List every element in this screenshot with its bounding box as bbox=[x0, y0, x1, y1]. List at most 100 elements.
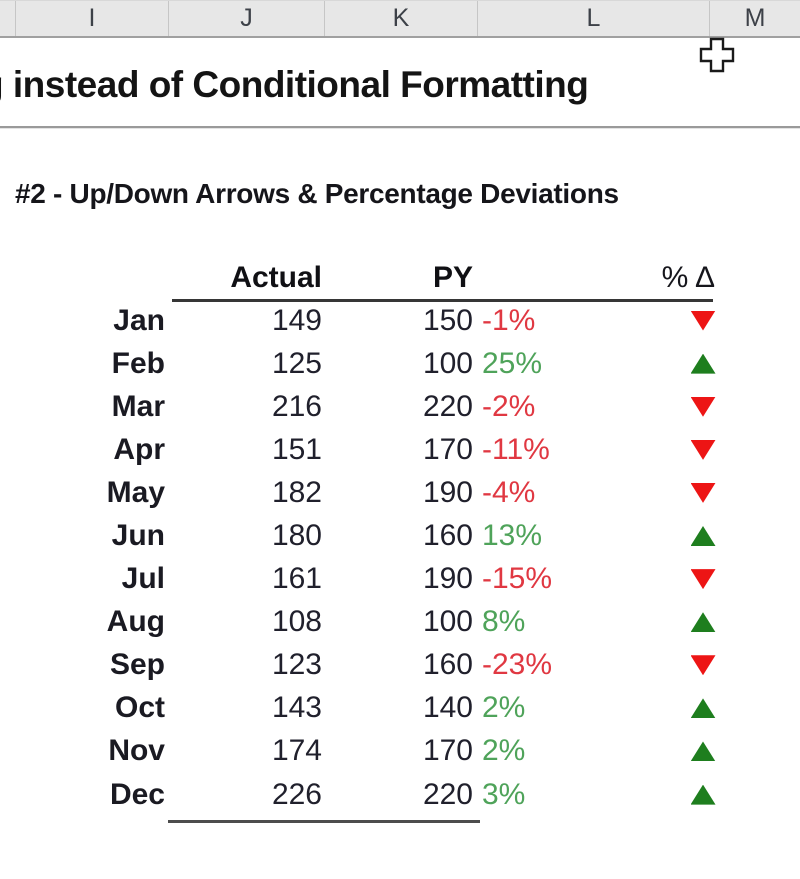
arrow-cell[interactable] bbox=[645, 698, 761, 719]
actual-cell[interactable]: 108 bbox=[271, 605, 322, 639]
up-arrow-icon bbox=[690, 526, 716, 547]
arrow-cell[interactable] bbox=[645, 741, 761, 762]
up-arrow-icon bbox=[690, 784, 716, 805]
arrow-cell[interactable] bbox=[645, 439, 761, 460]
py-cell[interactable]: 140 bbox=[422, 691, 473, 725]
py-cell[interactable]: 190 bbox=[422, 475, 473, 509]
actual-cell[interactable]: 151 bbox=[271, 432, 322, 466]
pct-cell[interactable]: 25% bbox=[482, 346, 543, 380]
up-arrow-icon bbox=[690, 741, 716, 762]
actual-cell[interactable]: 161 bbox=[271, 562, 322, 596]
actual-cell[interactable]: 174 bbox=[271, 734, 322, 768]
py-cell[interactable]: 170 bbox=[422, 432, 473, 466]
section-heading: #2 - Up/Down Arrows & Percentage Deviati… bbox=[15, 178, 619, 209]
py-cell[interactable]: 220 bbox=[422, 389, 473, 423]
table-bottom-border bbox=[168, 820, 480, 823]
column-header-J[interactable]: J bbox=[169, 1, 325, 36]
down-arrow-icon bbox=[690, 569, 716, 590]
table-row-jul: Jul 161 190 -15% bbox=[0, 558, 761, 601]
up-arrow-icon bbox=[690, 612, 716, 633]
up-arrow-icon bbox=[690, 698, 716, 719]
actual-cell[interactable]: 143 bbox=[271, 691, 322, 725]
arrow-cell[interactable] bbox=[645, 353, 761, 374]
table-row-jan: Jan 149 150 -1% bbox=[0, 299, 761, 342]
arrow-cell[interactable] bbox=[645, 655, 761, 676]
actual-cell[interactable]: 149 bbox=[271, 303, 322, 337]
down-arrow-icon bbox=[690, 482, 716, 503]
arrow-cell[interactable] bbox=[645, 569, 761, 590]
month-cell[interactable]: Dec bbox=[109, 777, 165, 811]
pct-cell[interactable]: 3% bbox=[482, 777, 526, 811]
table-row-apr: Apr 151 170 -11% bbox=[0, 428, 761, 471]
actual-cell[interactable]: 123 bbox=[271, 648, 322, 682]
column-header-M[interactable]: M bbox=[744, 4, 766, 32]
arrow-cell[interactable] bbox=[645, 784, 761, 805]
month-cell[interactable]: Jan bbox=[113, 303, 165, 337]
table-row-dec: Dec 226 220 3% bbox=[0, 773, 761, 816]
actual-cell[interactable]: 216 bbox=[271, 389, 322, 423]
column-header-band: I J K L M bbox=[0, 0, 800, 38]
down-arrow-icon bbox=[690, 439, 716, 460]
table-row-mar: Mar 216 220 -2% bbox=[0, 385, 761, 428]
title-divider bbox=[0, 126, 800, 129]
cell-cursor-icon bbox=[699, 37, 735, 73]
pct-cell[interactable]: 2% bbox=[482, 691, 526, 725]
py-cell[interactable]: 170 bbox=[422, 734, 473, 768]
pct-cell[interactable]: -11% bbox=[482, 432, 550, 466]
month-cell[interactable]: Jul bbox=[121, 562, 165, 596]
py-cell[interactable]: 220 bbox=[422, 777, 473, 811]
down-arrow-icon bbox=[690, 310, 716, 331]
month-cell[interactable]: Apr bbox=[113, 432, 165, 466]
down-arrow-icon bbox=[690, 655, 716, 676]
month-cell[interactable]: Jun bbox=[111, 519, 165, 553]
actual-cell[interactable]: 180 bbox=[271, 519, 322, 553]
table-row-may: May 182 190 -4% bbox=[0, 471, 761, 514]
py-cell[interactable]: 160 bbox=[422, 519, 473, 553]
arrow-cell[interactable] bbox=[645, 526, 761, 547]
month-cell[interactable]: Feb bbox=[111, 346, 165, 380]
header-actual[interactable]: Actual bbox=[230, 261, 322, 294]
pct-cell[interactable]: -2% bbox=[482, 389, 536, 423]
deviation-table: Actual PY % Δ Jan 149 150 -1% Feb 125 10… bbox=[0, 257, 761, 816]
column-header-L[interactable]: L bbox=[478, 1, 710, 36]
actual-cell[interactable]: 125 bbox=[271, 346, 322, 380]
month-cell[interactable]: Mar bbox=[111, 389, 165, 423]
actual-cell[interactable]: 226 bbox=[271, 777, 322, 811]
column-header-I[interactable]: I bbox=[16, 1, 169, 36]
pct-cell[interactable]: 8% bbox=[482, 605, 526, 639]
table-row-nov: Nov 174 170 2% bbox=[0, 730, 761, 773]
pct-cell[interactable]: -15% bbox=[482, 562, 553, 596]
column-header-partial[interactable] bbox=[0, 1, 16, 36]
arrow-cell[interactable] bbox=[645, 310, 761, 331]
pct-cell[interactable]: -4% bbox=[482, 475, 536, 509]
page-title: g instead of Conditional Formatting bbox=[0, 64, 589, 105]
pct-cell[interactable]: 13% bbox=[482, 519, 543, 553]
py-cell[interactable]: 190 bbox=[422, 562, 473, 596]
actual-cell[interactable]: 182 bbox=[271, 475, 322, 509]
column-header-K[interactable]: K bbox=[325, 1, 478, 36]
table-row-sep: Sep 123 160 -23% bbox=[0, 644, 761, 687]
table-row-feb: Feb 125 100 25% bbox=[0, 342, 761, 385]
arrow-cell[interactable] bbox=[645, 482, 761, 503]
table-row-jun: Jun 180 160 13% bbox=[0, 514, 761, 557]
py-cell[interactable]: 100 bbox=[422, 605, 473, 639]
pct-cell[interactable]: -23% bbox=[482, 648, 553, 682]
header-py[interactable]: PY bbox=[432, 261, 473, 294]
up-arrow-icon bbox=[690, 353, 716, 374]
month-cell[interactable]: Aug bbox=[106, 605, 165, 639]
month-cell[interactable]: Nov bbox=[108, 734, 165, 768]
month-cell[interactable]: Sep bbox=[109, 648, 165, 682]
py-cell[interactable]: 150 bbox=[422, 303, 473, 337]
table-row-aug: Aug 108 100 8% bbox=[0, 601, 761, 644]
pct-cell[interactable]: -1% bbox=[482, 303, 536, 337]
month-cell[interactable]: May bbox=[106, 475, 165, 509]
py-cell[interactable]: 160 bbox=[422, 648, 473, 682]
pct-cell[interactable]: 2% bbox=[482, 734, 526, 768]
month-cell[interactable]: Oct bbox=[114, 691, 165, 725]
table-header-row: Actual PY % Δ bbox=[0, 257, 761, 299]
py-cell[interactable]: 100 bbox=[422, 346, 473, 380]
header-pct-delta[interactable]: % Δ bbox=[661, 261, 715, 294]
arrow-cell[interactable] bbox=[645, 612, 761, 633]
arrow-cell[interactable] bbox=[645, 396, 761, 417]
